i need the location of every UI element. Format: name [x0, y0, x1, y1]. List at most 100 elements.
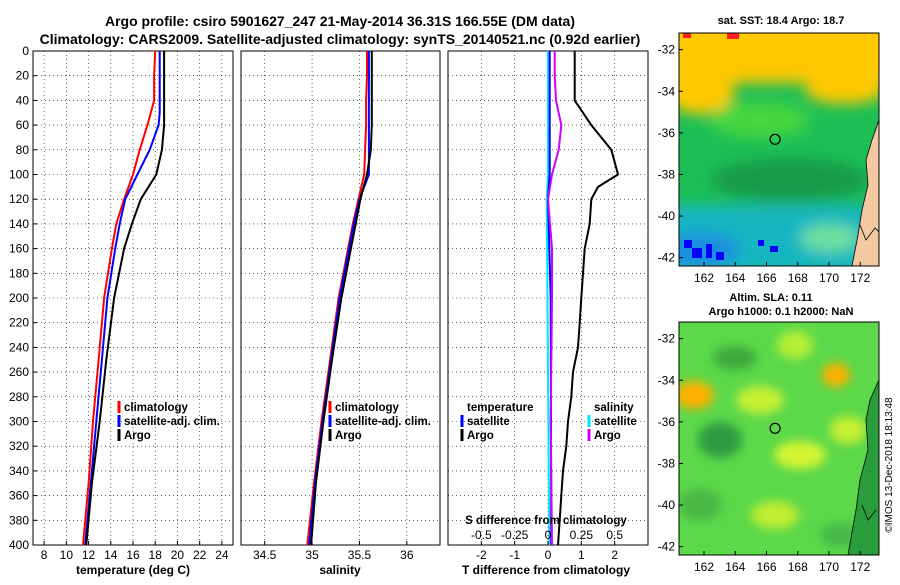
sla-lat-label--36: -36: [658, 415, 676, 429]
title-line-2: Climatology: CARS2009. Satellite-adjuste…: [40, 31, 641, 47]
depth-tick-label-180: 180: [9, 266, 29, 280]
depth-tick-label-400: 400: [9, 538, 29, 552]
sst-cold-pixel-5: [758, 240, 764, 246]
temperature-tick-label-8: 8: [41, 548, 48, 562]
depth-tick-label-100: 100: [9, 168, 29, 182]
diff-s-satellite-line: [545, 51, 551, 545]
sst-south-east: [800, 224, 860, 252]
sst-lat-label--36: -36: [658, 126, 676, 140]
sst-map-frame: [678, 32, 880, 267]
s-diff-tick-label--0.25: -0.25: [501, 528, 529, 542]
sla-high-2: [736, 386, 784, 414]
sal-legend-climatology: climatology: [335, 402, 400, 414]
sst-cold-pixel-2: [692, 248, 702, 258]
difference-tick-label--2: -2: [476, 548, 487, 562]
temperature-line-0: [82, 51, 157, 545]
sst-map: sat. SST: 18.4 Argo: 18.7: [658, 15, 880, 285]
sst-field: [679, 33, 879, 266]
difference-series: [545, 51, 619, 545]
depth-y-ticks: 0 20 40 60 80 100 120 140 160 180 200 220 240 260 280 3…: [9, 44, 37, 552]
sst-land-nz: [851, 119, 879, 266]
depth-tick-label-280: 280: [9, 390, 29, 404]
legend-argo: Argo: [124, 430, 151, 442]
sla-warm-spot-2: [679, 381, 714, 409]
salinity-tick-label-35: 35: [305, 548, 319, 562]
sst-coastline-detail: [859, 224, 879, 241]
sst-lat-label--32: -32: [658, 43, 676, 57]
salinity-axis-label: salinity: [319, 563, 361, 577]
salinity-tick-label-34.5: 34.5: [253, 548, 277, 562]
title-line-1: Argo profile: csiro 5901627_247 21-May-2…: [105, 13, 575, 29]
sst-lat-label--34: -34: [658, 84, 676, 98]
depth-tick-label-120: 120: [9, 192, 29, 206]
salinity-x-ticks: 34.5 35 35.5 36: [253, 541, 414, 562]
difference-tick-label-1: 1: [578, 548, 585, 562]
sla-high-4: [830, 416, 866, 444]
difference-panel: -2 -1 0 1 2 -0.5 -0.25 0 0.25 0.5 T difference f…: [447, 50, 649, 577]
sla-lat-label--38: -38: [658, 456, 676, 470]
sla-high-3: [774, 441, 826, 469]
sla-field: [679, 322, 879, 555]
sla-high-1: [777, 331, 813, 359]
diff-legend-temperature-title: temperature: [467, 402, 533, 414]
sla-lon-label-166: 166: [756, 560, 776, 574]
sla-low-1: [713, 346, 757, 370]
sla-lon-ticks: 162 164 166 168 170 172: [694, 551, 871, 574]
s-difference-axis-label: S difference from climatology: [465, 515, 627, 527]
temperature-tick-label-10: 10: [60, 548, 74, 562]
sla-lon-label-164: 164: [725, 560, 745, 574]
depth-tick-label-260: 260: [9, 365, 29, 379]
sla-low-3: [679, 489, 722, 521]
sla-lat-label--32: -32: [658, 332, 676, 346]
difference-tick-label-2: 2: [611, 548, 618, 562]
temperature-grid: [33, 51, 233, 545]
sst-cold-pixel-1: [684, 240, 692, 248]
depth-tick-label-140: 140: [9, 217, 29, 231]
sla-high-5: [751, 501, 799, 529]
difference-s-ticks: -0.5 -0.25 0 0.25 0.5: [471, 528, 623, 542]
sst-lon-label-164: 164: [725, 271, 745, 285]
depth-tick-label-80: 80: [16, 143, 30, 157]
sla-profile-marker: [769, 422, 781, 434]
sst-cold-pixel-6: [770, 246, 778, 252]
sla-land-nz: [847, 379, 879, 555]
difference-tick-label-0: 0: [545, 548, 552, 562]
depth-tick-label-220: 220: [9, 316, 29, 330]
temperature-tick-label-12: 12: [82, 548, 96, 562]
sst-lon-label-162: 162: [694, 271, 714, 285]
diff-legend-s-argo: Argo: [594, 430, 621, 442]
temperature-tick-label-24: 24: [215, 548, 229, 562]
s-diff-tick-label-0: 0: [545, 528, 552, 542]
salinity-legend: climatology satellite-adj. clim. Argo: [328, 401, 431, 442]
sst-cold-pixel-3: [706, 244, 712, 258]
sst-lat-ticks: -32 -34 -36 -38 -40 -42: [658, 43, 683, 265]
sal-legend-satellite-adj: satellite-adj. clim.: [335, 416, 431, 428]
sst-warm-east: [805, 76, 879, 104]
depth-tick-label-300: 300: [9, 415, 29, 429]
depth-tick-label-0: 0: [22, 44, 29, 58]
s-diff-tick-label-0.5: 0.5: [606, 528, 623, 542]
sst-lat-label--38: -38: [658, 167, 676, 181]
sst-lon-label-172: 172: [850, 271, 870, 285]
imos-watermark: ©IMOS 13-Dec-2018 18:13:48: [884, 397, 895, 533]
depth-tick-label-60: 60: [16, 118, 30, 132]
sst-cold-pixel-4: [716, 252, 724, 260]
sla-coastline-detail: [861, 504, 877, 521]
temperature-tick-label-18: 18: [149, 548, 163, 562]
sst-lon-ticks: 162 164 166 168 170 172: [694, 262, 871, 285]
diff-legend-t-argo: Argo: [467, 430, 494, 442]
temperature-panel: 8 10 12 14 16 18 20 22 24 0 20 40 60 80 100 120 140 160 1…: [9, 44, 234, 577]
difference-x-ticks: -2 -1 0 1 2: [476, 541, 618, 562]
sla-low-4: [820, 523, 860, 547]
diff-legend-salinity-title: salinity: [594, 402, 634, 414]
difference-legend: temperature satellite Argo salinity sate…: [460, 402, 637, 442]
sla-map-title-1: Altim. SLA: 0.11: [729, 292, 812, 304]
sla-lon-label-168: 168: [788, 560, 808, 574]
temperature-tick-label-14: 14: [104, 548, 118, 562]
sst-lat-label--40: -40: [658, 209, 676, 223]
salinity-line-2: [310, 51, 373, 545]
temperature-tick-label-20: 20: [171, 548, 185, 562]
depth-tick-label-340: 340: [9, 464, 29, 478]
temperature-legend: climatology satellite-adj. clim. Argo: [117, 401, 220, 442]
